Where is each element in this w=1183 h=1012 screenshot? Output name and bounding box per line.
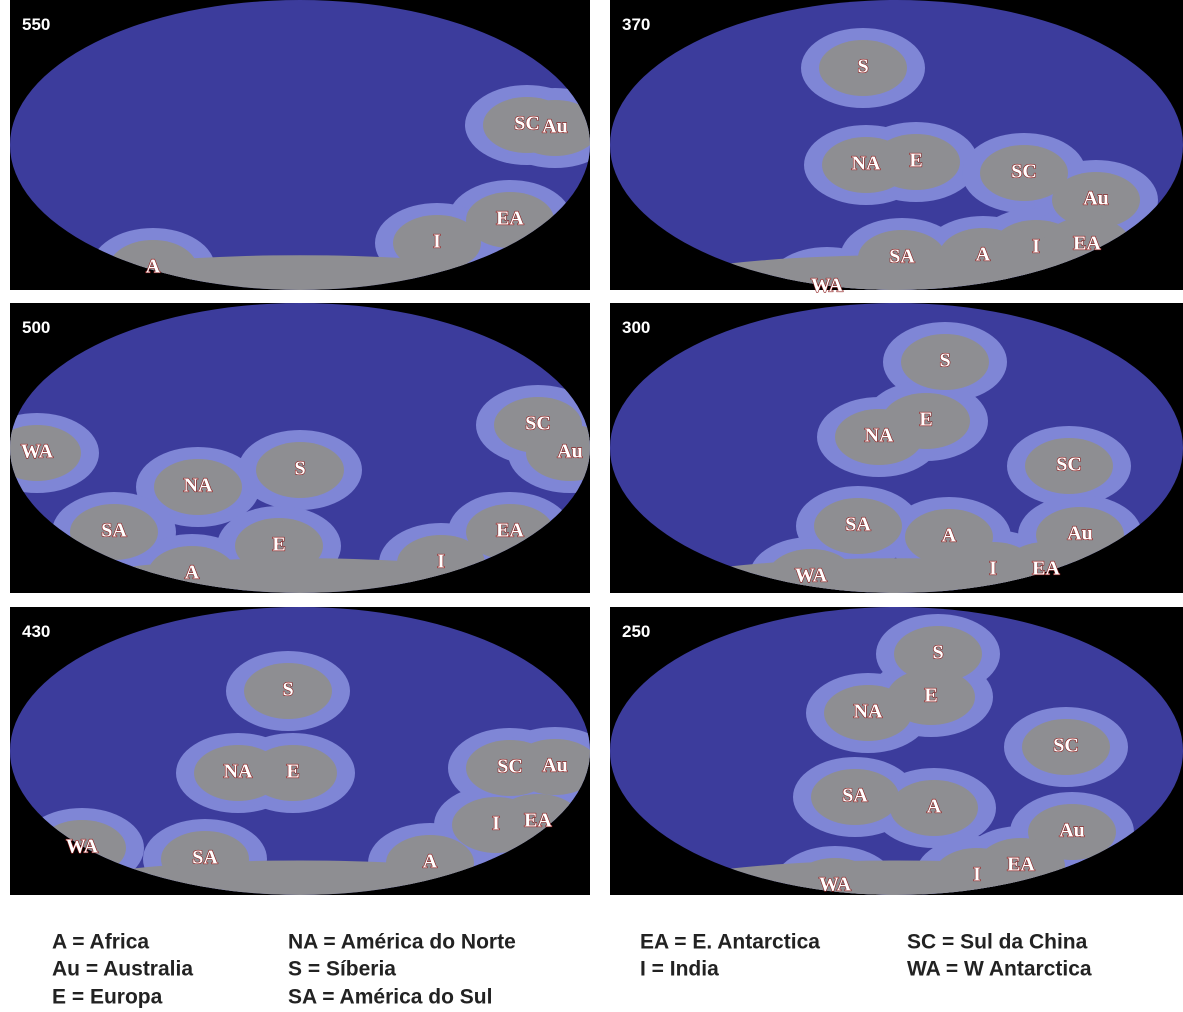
continent-label: Au	[1067, 523, 1093, 545]
land	[511, 100, 590, 156]
continent-label: NA	[852, 153, 881, 175]
age-label: 550	[22, 15, 50, 34]
legend-entry: A = Africa	[52, 931, 149, 954]
continent-label: SA	[889, 246, 915, 268]
continent-label: EA	[1007, 854, 1035, 876]
legend-entry: EA = E. Antarctica	[640, 931, 820, 954]
land	[393, 215, 481, 271]
continent-label: SA	[192, 847, 218, 869]
continent-label: WA	[811, 275, 844, 297]
land	[526, 425, 590, 481]
continent-label: S	[932, 642, 943, 664]
continent-label: A	[185, 562, 200, 584]
continent-label: NA	[184, 475, 213, 497]
continent-label: A	[146, 256, 161, 278]
continent-label: E	[919, 409, 932, 431]
land	[901, 334, 989, 390]
land	[249, 745, 337, 801]
continent-label: EA	[1073, 233, 1101, 255]
land	[1025, 438, 1113, 494]
legend-entry: NA = América do Norte	[288, 931, 516, 954]
legend-entry: SC = Sul da China	[907, 931, 1088, 954]
land	[256, 442, 344, 498]
continent-label: SA	[842, 785, 868, 807]
continent-label: NA	[865, 425, 894, 447]
continent-label: SC	[1011, 161, 1037, 183]
continent-label: E	[909, 150, 922, 172]
continent-label: I	[973, 864, 981, 886]
continent-label: SC	[514, 113, 540, 135]
land	[835, 409, 923, 465]
continent-label: S	[282, 679, 293, 701]
land	[511, 739, 590, 795]
continent-label: SA	[845, 514, 871, 536]
continent-label: I	[492, 813, 500, 835]
legend-entry: WA = W Antarctica	[907, 958, 1092, 981]
continent-label: I	[433, 231, 441, 253]
land	[154, 459, 242, 515]
land	[244, 663, 332, 719]
continent-label: A	[942, 525, 957, 547]
continent-label: NA	[224, 761, 253, 783]
continent-label: EA	[496, 520, 524, 542]
continent-label: SC	[1053, 735, 1079, 757]
continent-label: I	[989, 558, 997, 580]
continent-label: Au	[557, 441, 583, 463]
continent-label: A	[976, 244, 991, 266]
continent-label: Au	[542, 116, 568, 138]
continent-label: EA	[496, 208, 524, 230]
continent-label: NA	[854, 701, 883, 723]
continent-label: WA	[66, 836, 99, 858]
map	[610, 607, 1183, 895]
land	[819, 40, 907, 96]
continent-label: I	[1032, 236, 1040, 258]
continent-label: E	[286, 761, 299, 783]
continent-label: SC	[525, 413, 551, 435]
continent-label: WA	[819, 874, 852, 896]
continent-label: Au	[1059, 820, 1085, 842]
legend-entry: S = Síberia	[288, 958, 396, 981]
legend-entry: I = India	[640, 958, 719, 981]
continent-label: Au	[542, 755, 568, 777]
continent-label: A	[927, 796, 942, 818]
continent-label: S	[939, 350, 950, 372]
continent-label: E	[924, 685, 937, 707]
continent-label: S	[857, 56, 868, 78]
age-label: 300	[622, 318, 650, 337]
continent-label: A	[423, 851, 438, 873]
age-label: 370	[622, 15, 650, 34]
land	[894, 626, 982, 682]
continent-label: I	[437, 551, 445, 573]
land	[814, 498, 902, 554]
continent-label: SC	[497, 756, 523, 778]
age-label: 430	[22, 622, 50, 641]
continent-label: SA	[101, 520, 127, 542]
age-label: 500	[22, 318, 50, 337]
legend-entry: E = Europa	[52, 986, 163, 1009]
legend-entry: Au = Australia	[52, 958, 193, 981]
age-label: 250	[622, 622, 650, 641]
land	[70, 504, 158, 560]
land	[890, 780, 978, 836]
land	[1052, 172, 1140, 228]
continent-label: EA	[1032, 558, 1060, 580]
continent-label: E	[272, 534, 285, 556]
continent-label: S	[294, 458, 305, 480]
legend-entry: SA = América do Sul	[288, 986, 492, 1009]
land	[10, 425, 81, 481]
land	[980, 145, 1068, 201]
land	[1022, 719, 1110, 775]
continent-label: Au	[1083, 188, 1109, 210]
continent-label: WA	[795, 565, 828, 587]
continent-label: WA	[21, 441, 54, 463]
land	[811, 769, 899, 825]
continent-label: EA	[524, 810, 552, 832]
continent-label: SC	[1056, 454, 1082, 476]
land	[824, 685, 912, 741]
land	[872, 134, 960, 190]
